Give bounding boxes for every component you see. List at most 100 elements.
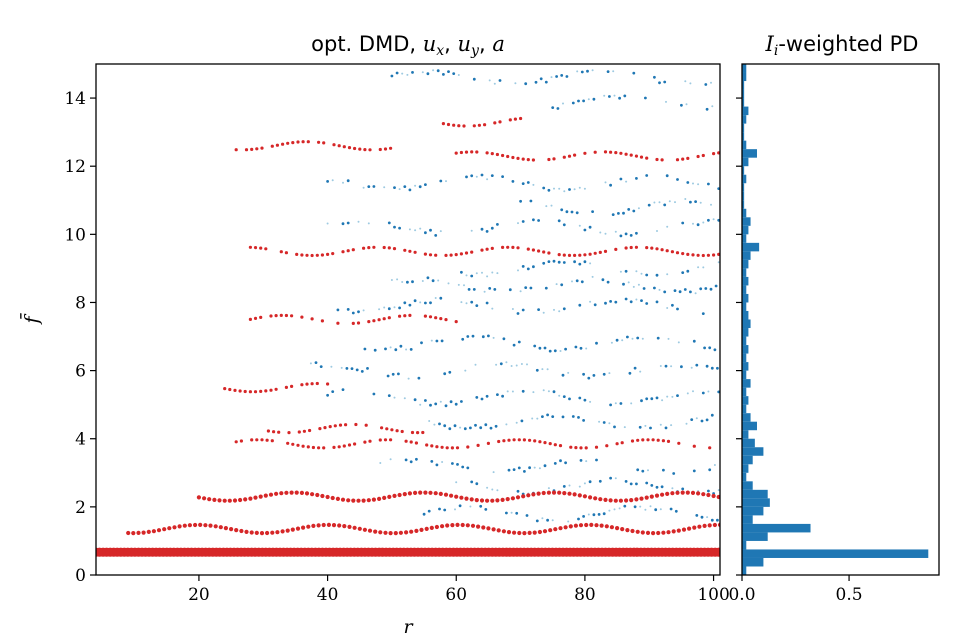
point-highlighted [645, 246, 649, 250]
point-highlighted [464, 496, 469, 501]
point-other [475, 272, 478, 275]
point-other [694, 200, 697, 204]
point-other [355, 368, 359, 372]
histogram-bar [742, 549, 929, 558]
x-tick-label: 100 [697, 585, 729, 605]
point-other [627, 208, 631, 211]
point-other [629, 234, 633, 237]
point-other [609, 300, 612, 303]
point-highlighted [321, 522, 326, 528]
point-highlighted [697, 524, 702, 529]
point-highlighted [505, 497, 510, 502]
point-highlighted [390, 428, 394, 432]
point-other [692, 182, 694, 185]
point-highlighted [645, 530, 651, 536]
point-highlighted [444, 253, 448, 257]
point-other [598, 420, 601, 423]
point-other [608, 509, 611, 512]
point-highlighted [238, 389, 242, 393]
point-other [562, 485, 566, 488]
point-other [553, 462, 557, 465]
point-highlighted [239, 439, 243, 443]
point-other [475, 175, 478, 178]
point-other [618, 507, 621, 510]
point-other [490, 174, 494, 178]
point-highlighted [342, 444, 346, 448]
point-other [491, 488, 494, 491]
point-other [710, 518, 714, 522]
point-other [642, 287, 646, 290]
point-highlighted [335, 496, 340, 501]
point-highlighted [620, 441, 624, 445]
point-highlighted [306, 445, 310, 449]
point-highlighted [290, 314, 294, 318]
point-other [542, 389, 545, 392]
point-other [489, 426, 493, 430]
point-other [536, 417, 539, 420]
point-other [624, 269, 628, 273]
point-highlighted [449, 493, 454, 498]
point-highlighted [459, 252, 463, 256]
point-highlighted [387, 246, 391, 250]
point-highlighted [526, 493, 531, 498]
point-other [716, 518, 719, 522]
point-highlighted [331, 523, 337, 528]
point-other [326, 222, 329, 225]
point-highlighted [275, 530, 280, 535]
point-highlighted [346, 498, 351, 503]
point-highlighted [337, 445, 341, 449]
point-highlighted [485, 247, 489, 251]
point-other [475, 304, 479, 307]
point-other [466, 335, 470, 338]
point-other [492, 471, 495, 474]
point-highlighted [347, 524, 352, 530]
histogram-bar [742, 149, 757, 158]
point-highlighted [290, 527, 295, 532]
point-highlighted [696, 253, 700, 257]
point-highlighted [542, 250, 546, 254]
point-highlighted [498, 120, 502, 124]
point-other [379, 462, 382, 464]
point-other [624, 297, 628, 301]
point-other [541, 517, 544, 520]
point-other [542, 311, 545, 314]
histogram-bar [742, 183, 745, 192]
point-highlighted [306, 140, 310, 144]
y-axis-label: f̄ [19, 313, 43, 326]
histogram-bar [742, 259, 749, 269]
point-highlighted [279, 491, 284, 496]
point-other [520, 419, 524, 423]
point-other [602, 421, 606, 424]
point-highlighted [310, 382, 314, 386]
point-other [586, 69, 589, 73]
point-highlighted [495, 152, 499, 157]
point-highlighted [428, 315, 433, 319]
point-highlighted [553, 443, 557, 447]
point-highlighted [481, 525, 486, 530]
point-other [336, 308, 340, 312]
point-other [470, 480, 474, 484]
point-highlighted [272, 430, 276, 434]
point-highlighted [368, 148, 372, 152]
point-other [426, 276, 430, 280]
point-highlighted [670, 250, 675, 254]
point-other [360, 370, 364, 373]
point-highlighted [248, 390, 252, 394]
point-other [524, 82, 528, 86]
point-other [622, 211, 625, 215]
point-other [696, 223, 700, 227]
point-highlighted [136, 530, 141, 536]
point-other [516, 312, 520, 315]
point-other [408, 188, 412, 192]
point-highlighted [351, 498, 356, 503]
point-other [393, 186, 396, 190]
point-highlighted [361, 498, 366, 503]
histogram-bar [742, 64, 747, 73]
point-highlighted [397, 492, 402, 498]
point-other [641, 337, 644, 340]
point-other [326, 393, 329, 397]
point-highlighted [531, 492, 536, 497]
point-highlighted [547, 157, 551, 162]
point-highlighted [357, 526, 362, 531]
point-other [579, 346, 583, 350]
